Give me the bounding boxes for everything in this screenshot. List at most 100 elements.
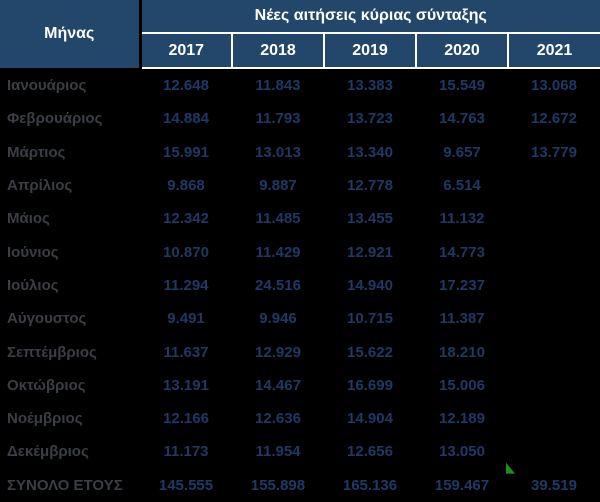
value-2019: 13.723 bbox=[347, 110, 393, 128]
total-value-2017: 145.555 bbox=[158, 476, 214, 494]
table-row: Ιανουάριος 12.648 11.843 13.383 15.549 13.068 bbox=[0, 68, 600, 102]
month-label: Οκτώβριος bbox=[7, 376, 86, 394]
value-2020: 11.387 bbox=[439, 310, 485, 328]
value-2018: 9.887 bbox=[259, 177, 297, 195]
value-2019: 13.383 bbox=[347, 77, 393, 95]
table-header: Μήνας Νέες αιτήσεις κύριας σύνταξης 2017… bbox=[0, 0, 600, 69]
value-2018: 14.467 bbox=[255, 376, 301, 394]
year-header-2017: 2017 bbox=[140, 33, 232, 69]
table-row: Δεκέμβριος 11.173 11.954 12.656 13.050 bbox=[0, 435, 600, 468]
value-2017: 12.166 bbox=[163, 410, 209, 428]
total-value-2018: 155.898 bbox=[250, 476, 306, 494]
year-header-2020: 2020 bbox=[415, 33, 508, 69]
month-label: Νοέμβριος bbox=[7, 410, 83, 428]
value-2019: 15.622 bbox=[347, 343, 393, 361]
value-2021 bbox=[508, 369, 600, 402]
year-header-2018: 2018 bbox=[231, 33, 324, 69]
total-value-2020: 159.467 bbox=[434, 476, 490, 494]
month-label: Ιούλιος bbox=[7, 276, 59, 294]
value-2019: 12.656 bbox=[347, 443, 393, 461]
value-2020: 11.132 bbox=[439, 210, 485, 228]
table-row: Μάιος 12.342 11.485 13.455 11.132 bbox=[0, 202, 600, 235]
value-2018: 9.946 bbox=[259, 310, 297, 328]
year-header-row: 2017 2018 2019 2020 2021 bbox=[0, 33, 600, 69]
value-2021 bbox=[508, 169, 600, 202]
value-2019: 14.904 bbox=[347, 410, 393, 428]
value-2021 bbox=[508, 435, 600, 468]
total-row-label: ΣΥΝΟΛΟ ΕΤΟΥΣ bbox=[7, 476, 123, 494]
value-2018: 11.843 bbox=[255, 77, 301, 95]
month-column-header: Μήνας bbox=[0, 0, 142, 68]
value-2017: 13.191 bbox=[163, 376, 209, 394]
year-header-2021: 2021 bbox=[507, 33, 600, 69]
month-label: Ιανουάριος bbox=[7, 76, 87, 94]
value-2017: 10.870 bbox=[163, 243, 209, 261]
value-2018: 12.929 bbox=[255, 343, 301, 361]
value-2019: 12.778 bbox=[347, 177, 393, 195]
value-2018: 24.516 bbox=[255, 276, 301, 294]
value-2019: 14.940 bbox=[347, 276, 393, 294]
value-2020: 12.189 bbox=[439, 410, 485, 428]
value-2021 bbox=[508, 235, 600, 268]
value-2020: 15.549 bbox=[439, 77, 485, 95]
total-value-2021: 39.519 bbox=[506, 462, 600, 502]
value-2019: 10.715 bbox=[347, 310, 393, 328]
value-2018: 11.429 bbox=[255, 243, 301, 261]
value-2020: 6.514 bbox=[443, 177, 481, 195]
table-row: Φεβρουάριος 14.884 11.793 13.723 14.763 12.67… bbox=[0, 102, 600, 135]
month-label: Μάρτιος bbox=[7, 143, 66, 161]
value-2020: 15.006 bbox=[439, 376, 485, 394]
table-row: Οκτώβριος 13.191 14.467 16.699 15.006 bbox=[0, 369, 600, 402]
month-label: Απρίλιος bbox=[7, 177, 73, 195]
value-2021: 13.779 bbox=[531, 143, 577, 161]
month-label: Μάιος bbox=[7, 210, 50, 228]
year-header-2019: 2019 bbox=[323, 33, 416, 69]
table-row: Ιούλιος 11.294 24.516 14.940 17.237 bbox=[0, 269, 600, 302]
table-row: Μάρτιος 15.991 13.013 13.340 9.657 13.779 bbox=[0, 136, 600, 169]
green-flag-icon bbox=[506, 462, 515, 474]
value-2017: 12.342 bbox=[163, 210, 209, 228]
value-2017: 15.991 bbox=[163, 143, 209, 161]
value-2021 bbox=[508, 335, 600, 368]
value-2021 bbox=[508, 302, 600, 335]
value-2021 bbox=[508, 402, 600, 435]
total-value-2019: 165.136 bbox=[342, 476, 398, 494]
value-2020: 14.763 bbox=[439, 110, 485, 128]
value-2017: 12.648 bbox=[163, 77, 209, 95]
value-2018: 13.013 bbox=[255, 143, 301, 161]
total-row: ΣΥΝΟΛΟ ΕΤΟΥΣ 145.555 155.898 165.136 159.467… bbox=[0, 462, 600, 502]
pension-table-body: Ιανουάριος 12.648 11.843 13.383 15.549 13.068… bbox=[0, 68, 600, 502]
value-2019: 12.921 bbox=[347, 243, 393, 261]
value-2021 bbox=[508, 202, 600, 235]
table-row: Σεπτέμβριος 11.637 12.929 15.622 18.210 bbox=[0, 335, 600, 368]
value-2017: 14.884 bbox=[163, 110, 209, 128]
value-2017: 9.491 bbox=[167, 310, 205, 328]
value-2019: 16.699 bbox=[347, 376, 393, 394]
value-2021 bbox=[508, 269, 600, 302]
table-title: Νέες αιτήσεις κύριας σύνταξης bbox=[140, 0, 600, 35]
value-2018: 11.485 bbox=[255, 210, 301, 228]
value-2020: 9.657 bbox=[443, 143, 481, 161]
value-2018: 12.636 bbox=[255, 410, 301, 428]
month-label: Φεβρουάριος bbox=[7, 110, 103, 128]
table-row: Νοέμβριος 12.166 12.636 14.904 12.189 bbox=[0, 402, 600, 435]
value-2017: 11.173 bbox=[163, 443, 209, 461]
month-label: Δεκέμβριος bbox=[7, 443, 89, 461]
value-2018: 11.954 bbox=[255, 443, 301, 461]
value-2019: 13.455 bbox=[347, 210, 393, 228]
value-2017: 11.637 bbox=[163, 343, 209, 361]
month-label: Σεπτέμβριος bbox=[7, 343, 97, 361]
value-2019: 13.340 bbox=[347, 143, 393, 161]
value-2017: 9.868 bbox=[167, 177, 205, 195]
month-label: Ιούνιος bbox=[7, 243, 59, 261]
table-row: Απρίλιος 9.868 9.887 12.778 6.514 bbox=[0, 169, 600, 202]
month-label: Αύγουστος bbox=[7, 310, 87, 328]
value-2020: 14.773 bbox=[439, 243, 485, 261]
value-2020: 18.210 bbox=[439, 343, 485, 361]
table-row: Αύγουστος 9.491 9.946 10.715 11.387 bbox=[0, 302, 600, 335]
value-2018: 11.793 bbox=[255, 110, 301, 128]
value-2021: 13.068 bbox=[531, 77, 577, 95]
value-2020: 13.050 bbox=[439, 443, 485, 461]
